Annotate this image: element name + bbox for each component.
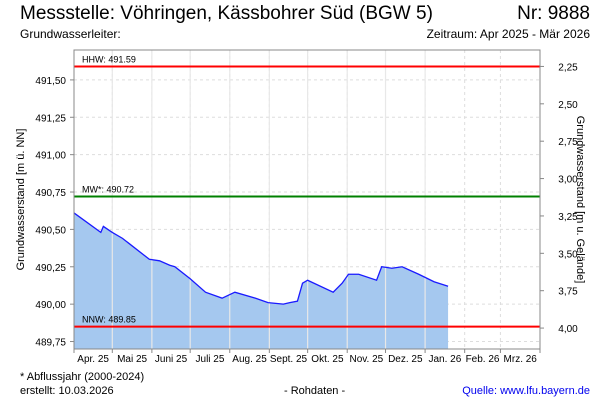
y-right-tick-label: 4,00	[558, 324, 578, 335]
created-date: erstellt: 10.03.2026	[20, 385, 114, 397]
x-tick-label: Juli 25	[196, 354, 225, 365]
y-right-tick-label: 3,25	[558, 212, 578, 223]
y-tick-label: 490,50	[35, 225, 66, 236]
y-axis-right-label: Grundwasserstand [m u. Gelände]	[574, 116, 586, 284]
source-link[interactable]: Quelle: www.lfu.bayern.de	[462, 385, 590, 397]
y-right-tick-label: 3,75	[558, 287, 578, 298]
y-right-tick-label: 2,25	[558, 62, 578, 73]
y-right-tick-label: 3,00	[558, 175, 578, 186]
x-tick-label: Sept. 25	[270, 354, 308, 365]
y-tick-label: 491,00	[35, 151, 66, 162]
x-tick-label: Apr. 25	[77, 354, 109, 365]
station-number: Nr: 9888	[517, 3, 590, 24]
footnote: * Abflussjahr (2000-2024)	[20, 371, 145, 383]
x-tick-label: Dez. 25	[388, 354, 423, 365]
y-tick-label: 491,25	[35, 113, 66, 124]
series-line	[73, 212, 449, 305]
plot-frame	[73, 49, 541, 350]
y-tick-label: 490,25	[35, 263, 66, 274]
y-tick-label: 490,75	[35, 188, 66, 199]
y-tick-label: 490,00	[35, 300, 66, 311]
y-axis-label: Grundwasserstand [m ü. NN]	[15, 129, 27, 271]
x-tick-label: Jan. 26	[428, 354, 461, 365]
y-right-tick-label: 2,50	[558, 100, 578, 111]
reference-label: NNW: 489.85	[82, 315, 136, 325]
page-title: Messstelle: Vöhringen, Kässbohrer Süd (B…	[20, 3, 433, 24]
y-right-tick-label: 2,75	[558, 137, 578, 148]
x-tick-label: Aug. 25	[232, 354, 267, 365]
reference-label: MW*: 490.72	[82, 185, 134, 195]
y-tick-label: 489,75	[35, 338, 66, 349]
raw-data-label: - Rohdaten -	[284, 385, 346, 397]
x-tick-label: Nov. 25	[349, 354, 383, 365]
series-area	[74, 212, 449, 349]
x-tick-label: Mai 25	[117, 354, 147, 365]
x-tick-label: Okt. 25	[311, 354, 344, 365]
x-tick-label: Mrz. 26	[504, 354, 538, 365]
reference-label: HHW: 491.59	[82, 54, 136, 64]
y-tick-label: 491,50	[35, 76, 66, 87]
period-label: Zeitraum: Apr 2025 - Mär 2026	[426, 27, 590, 41]
aquifer-label: Grundwasserleiter:	[20, 27, 121, 41]
y-right-tick-label: 3,50	[558, 249, 578, 260]
x-tick-label: Feb. 26	[466, 354, 500, 365]
x-tick-label: Juni 25	[155, 354, 188, 365]
